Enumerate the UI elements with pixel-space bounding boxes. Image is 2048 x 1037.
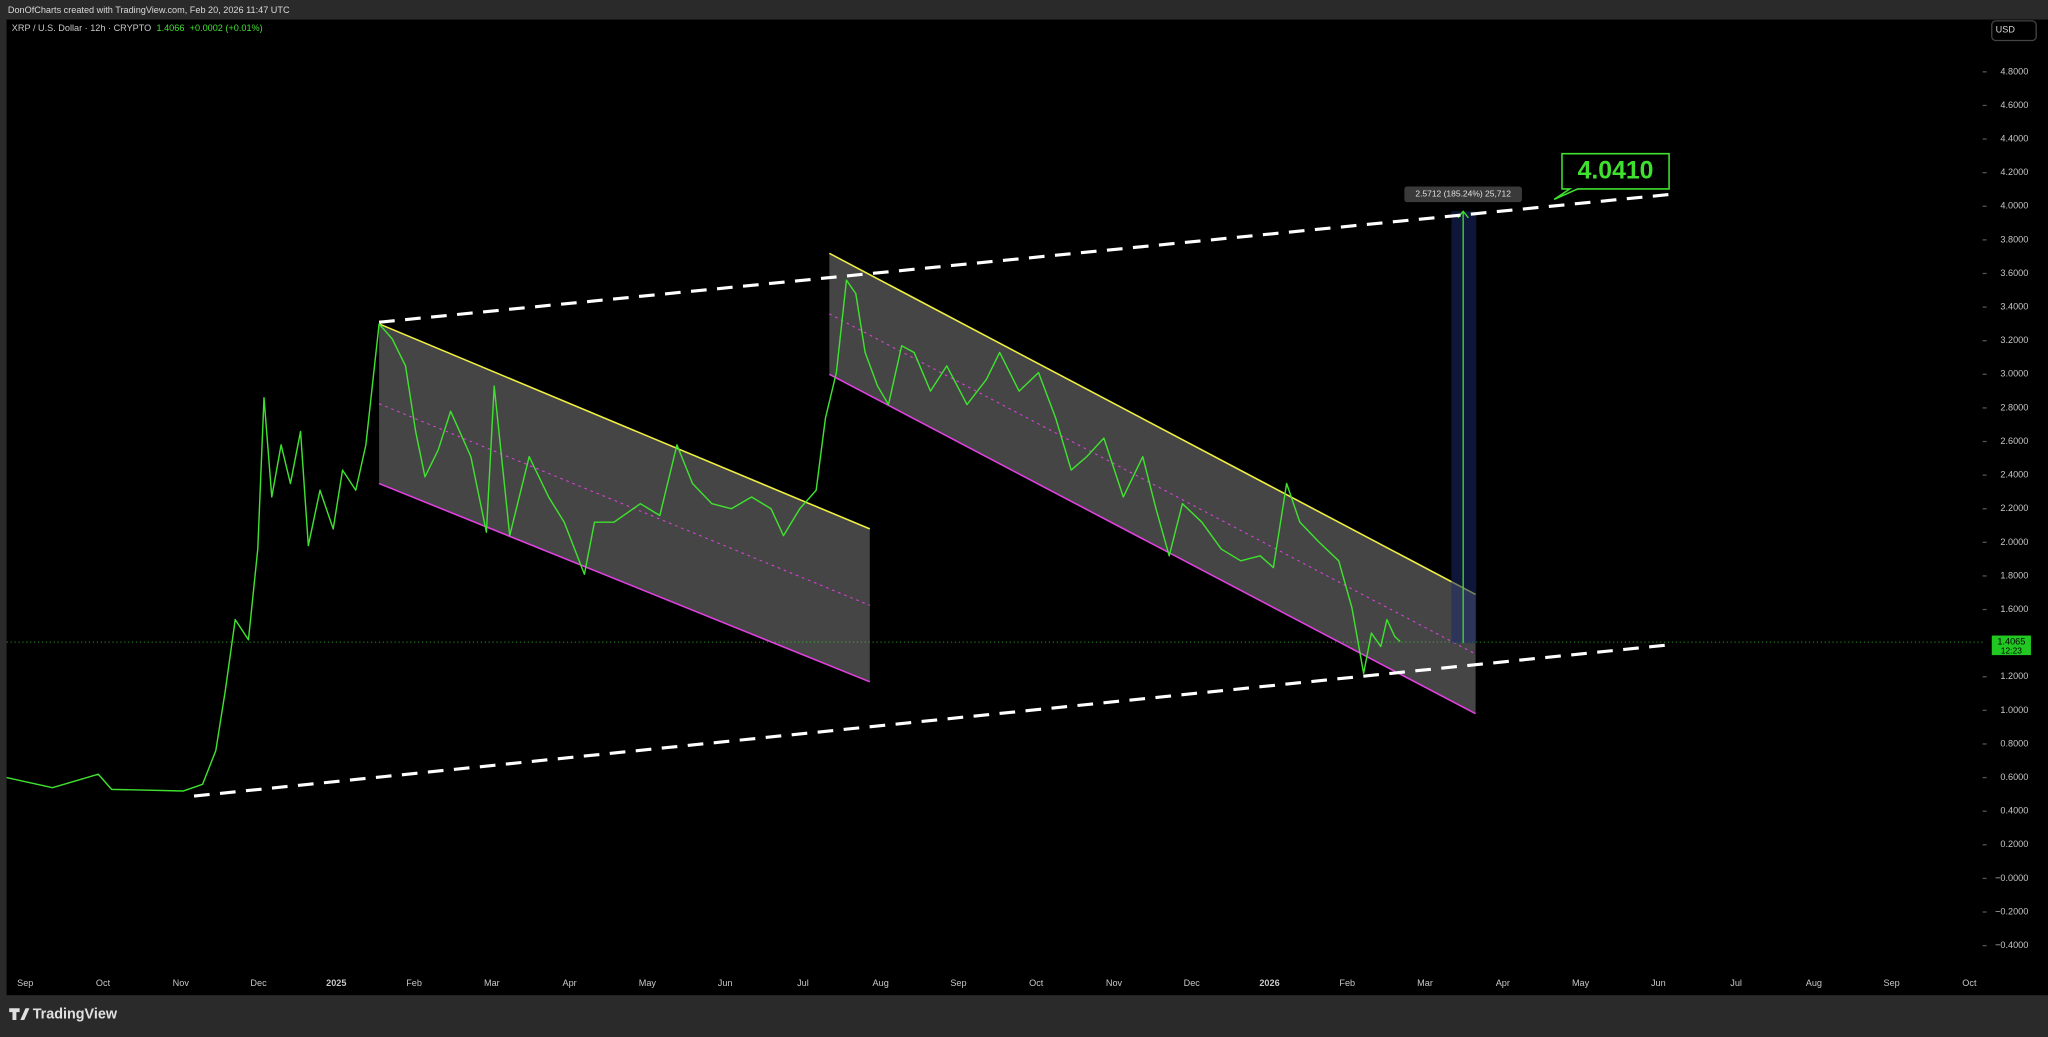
measure-label-bg (1404, 186, 1522, 203)
countdown-label: 12:23 (2001, 645, 2022, 655)
x-tick-label: Nov (1106, 978, 1123, 988)
x-tick-label: Feb (406, 978, 422, 988)
x-tick-label: Jun (718, 978, 733, 988)
trendline (193, 643, 1670, 798)
x-tick-label: Sep (950, 978, 966, 988)
y-tick-label: 0.8000 (2000, 738, 2028, 748)
x-tick-label: Sep (17, 978, 33, 988)
legend-price: 1.4066 (157, 23, 185, 33)
y-tick-label: 3.0000 (2000, 369, 2028, 379)
y-tick-label: 2.8000 (2000, 402, 2028, 412)
legend-change: +0.0002 (+0.01%) (190, 23, 263, 33)
y-tick-label: −0.4000 (1995, 940, 2028, 950)
last-price-label: 1.4065 (1997, 636, 2025, 646)
x-tick-label: Mar (1417, 978, 1433, 988)
channel-fill (829, 253, 1476, 714)
top-bar-text: DonOfCharts created with TradingView.com… (8, 5, 290, 15)
plot-background (6, 19, 2048, 996)
channel-bottom (828, 373, 1476, 715)
x-tick-label: Sep (1884, 978, 1900, 988)
y-tick-label: −0.0000 (1995, 873, 2028, 883)
x-tick-label: May (639, 978, 657, 988)
y-tick-label: 1.6000 (2000, 604, 2028, 614)
y-tick-label: 2.6000 (2000, 436, 2028, 446)
x-tick-label: Oct (96, 978, 111, 988)
channel-top (378, 323, 871, 530)
y-tick-label: 3.4000 (2000, 302, 2028, 312)
y-tick-label: 3.6000 (2000, 268, 2028, 278)
y-tick-label: 3.2000 (2000, 335, 2028, 345)
y-tick-label: 0.6000 (2000, 772, 2028, 782)
y-tick-label: 2.2000 (2000, 503, 2028, 513)
x-tick-label: Mar (484, 978, 500, 988)
y-tick-label: 4.4000 (2000, 133, 2028, 143)
y-tick-label: 1.2000 (2000, 671, 2028, 681)
channel-top (828, 252, 1476, 596)
trendline (378, 192, 1670, 324)
x-tick-label: Apr (563, 978, 577, 988)
target-callout (1553, 152, 1670, 201)
x-tick-label: Oct (1962, 978, 1977, 988)
y-tick-label: 4.6000 (2000, 100, 2028, 110)
x-tick-label: May (1572, 978, 1590, 988)
brand-logo (9, 1008, 30, 1021)
x-tick-label: Jul (1730, 978, 1742, 988)
y-tick-label: 0.2000 (2000, 839, 2028, 849)
y-tick-label: 3.8000 (2000, 234, 2028, 244)
x-tick-label: Jun (1651, 978, 1666, 988)
measure-label: 2.5712 (185.24%) 25,712 (1415, 189, 1511, 199)
legend-title: XRP / U.S. Dollar · 12h · CRYPTO (12, 23, 151, 33)
channel-fill (379, 323, 870, 682)
y-tick-label: 1.0000 (2000, 705, 2028, 715)
legend: XRP / U.S. Dollar · 12h · CRYPTO (12, 23, 151, 33)
brand-name: TradingView (33, 1007, 118, 1023)
y-tick-label: 2.4000 (2000, 470, 2028, 480)
channel-midline (829, 313, 1476, 655)
y-tick-label: −0.2000 (1995, 906, 2028, 916)
channel-bottom (378, 482, 871, 683)
last-price-tag (1991, 635, 2031, 656)
x-tick-label: Nov (173, 978, 190, 988)
x-tick-label: 2026 (1259, 978, 1279, 988)
x-tick-label: Dec (1184, 978, 1201, 988)
currency-button[interactable]: USD (1996, 24, 2016, 34)
x-tick-label: Apr (1496, 978, 1510, 988)
brand: TradingView (9, 1007, 118, 1023)
x-tick-label: Oct (1029, 978, 1044, 988)
price-line (6, 279, 1401, 792)
x-tick-label: Jul (797, 978, 809, 988)
x-tick-label: Aug (873, 978, 889, 988)
y-tick-label: 2.0000 (2000, 537, 2028, 547)
y-tick-label: 0.4000 (2000, 806, 2028, 816)
target-label: 4.0410 (1578, 158, 1654, 185)
x-tick-label: Dec (250, 978, 267, 988)
x-tick-label: Feb (1339, 978, 1355, 988)
y-tick-label: 4.2000 (2000, 167, 2028, 177)
y-tick-label: 1.8000 (2000, 570, 2028, 580)
x-tick-label: 2025 (326, 978, 346, 988)
currency-button-frame[interactable] (1991, 20, 2037, 42)
y-tick-label: 4.8000 (2000, 66, 2028, 76)
y-tick-label: 4.0000 (2000, 201, 2028, 211)
x-tick-label: Aug (1806, 978, 1822, 988)
